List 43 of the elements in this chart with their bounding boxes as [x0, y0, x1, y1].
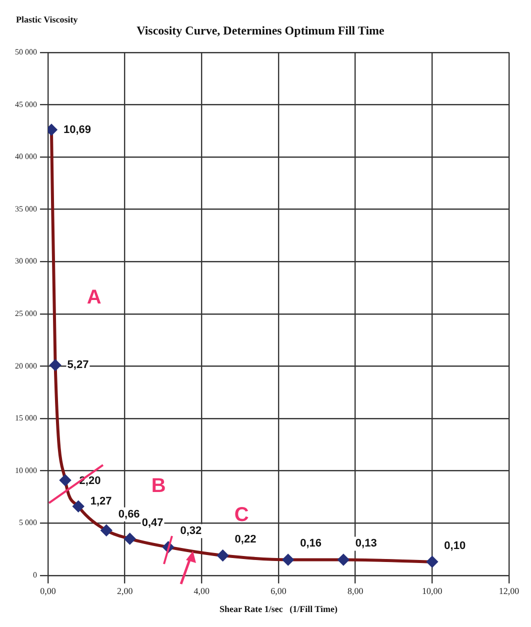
point [124, 533, 136, 544]
annotation: 0,10 [444, 540, 466, 552]
chart-title: Viscosity Curve, Determines Optimum Fill Time [136, 23, 386, 38]
annotation: 1,27 [90, 495, 112, 508]
annotation: 0,16 [300, 538, 322, 550]
x-tick-label: 0,00 [40, 586, 56, 596]
point [338, 554, 349, 566]
point [60, 474, 71, 486]
annotation: 0,66 [118, 508, 140, 520]
y-tick-label: 25 000 [15, 308, 37, 318]
annotation: 10,69 [63, 124, 91, 136]
y-tick-label: 40 000 [15, 152, 37, 162]
x-tick-label: 4,00 [194, 586, 210, 596]
y-axis-title: Plastic Viscosity [16, 14, 78, 24]
y-tick-label: 20 000 [15, 361, 37, 370]
point [72, 500, 84, 512]
point [50, 360, 61, 371]
annotation: 5,27 [67, 359, 89, 372]
point [217, 550, 228, 562]
y-tick-label: 50 000 [15, 47, 37, 56]
x-tick-label: 6,00 [270, 586, 287, 596]
y-tick-label: 45 000 [15, 100, 37, 109]
y-tick-label: 30 000 [15, 256, 37, 266]
y-tick-label: 10 000 [15, 466, 37, 475]
point [100, 524, 112, 536]
annotation: 0,22 [234, 534, 256, 546]
annotation: B [151, 475, 166, 498]
x-tick-label: 12,00 [498, 586, 520, 596]
annotation: 0,47 [142, 516, 164, 529]
y-tick-label: 0 [33, 570, 37, 580]
x-axis-title: Shear Rate 1/sec (1/Fill Time) [220, 604, 338, 614]
annotation: A [86, 286, 102, 309]
point [426, 556, 438, 568]
x-tick-label: 8,00 [347, 586, 364, 596]
y-tick-label: 35 000 [15, 204, 37, 214]
annotation: C [234, 504, 249, 526]
y-tick-label: 5 000 [19, 518, 37, 528]
x-tick-label: 2,00 [116, 586, 134, 596]
y-tick-label: 15 000 [15, 414, 37, 423]
x-tick-label: 10,00 [422, 586, 443, 596]
point [282, 554, 294, 566]
annotation: 0,13 [355, 538, 377, 550]
annotation: 0,32 [180, 525, 202, 538]
